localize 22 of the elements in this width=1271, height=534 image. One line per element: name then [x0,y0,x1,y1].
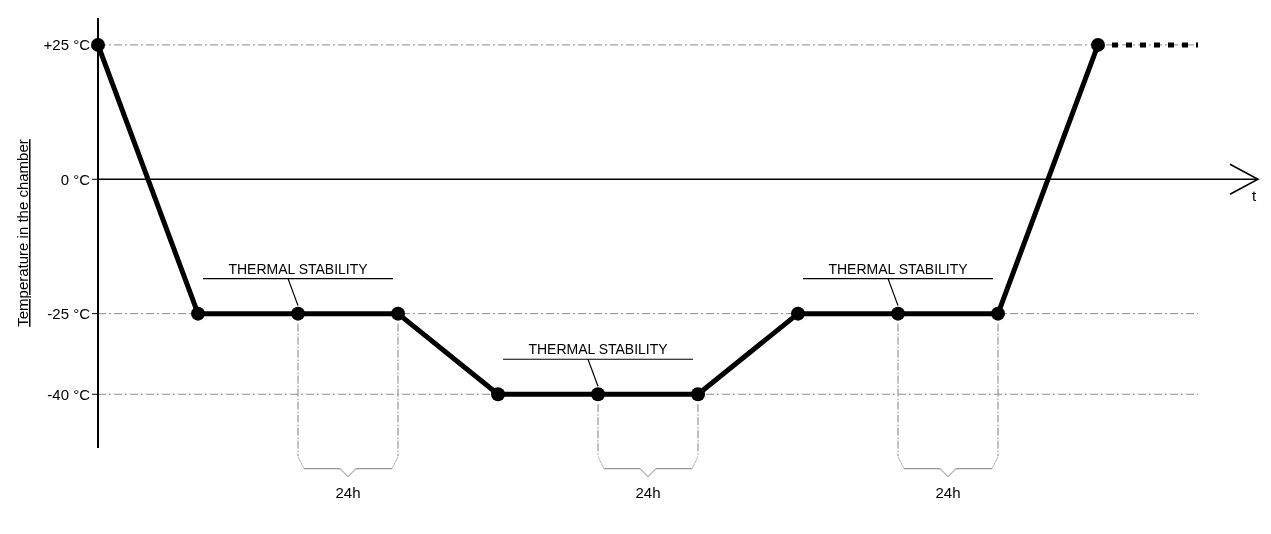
text: 24h [635,484,661,501]
y-tick-label: -40 °C [47,385,91,403]
annotation: THERMAL STABILITY [228,260,369,277]
y-tick-label: -25 °C [47,304,91,322]
point [691,387,705,402]
text: 24h [335,484,361,501]
point [291,306,305,321]
point [991,306,1005,321]
y-tick-label: +25 °C [43,36,91,54]
point [891,306,905,321]
point [91,37,105,52]
point [191,306,205,321]
point [491,387,505,402]
y-axis-title: Temperature in the chamber [14,139,31,327]
point [791,306,805,321]
text: 24h [935,484,961,501]
point [391,306,405,321]
y-tick-label: 0 °C [60,170,91,188]
point [591,387,605,402]
x-axis-title: t [1251,187,1257,205]
annotation: THERMAL STABILITY [528,341,669,358]
annotation: THERMAL STABILITY [828,260,969,277]
